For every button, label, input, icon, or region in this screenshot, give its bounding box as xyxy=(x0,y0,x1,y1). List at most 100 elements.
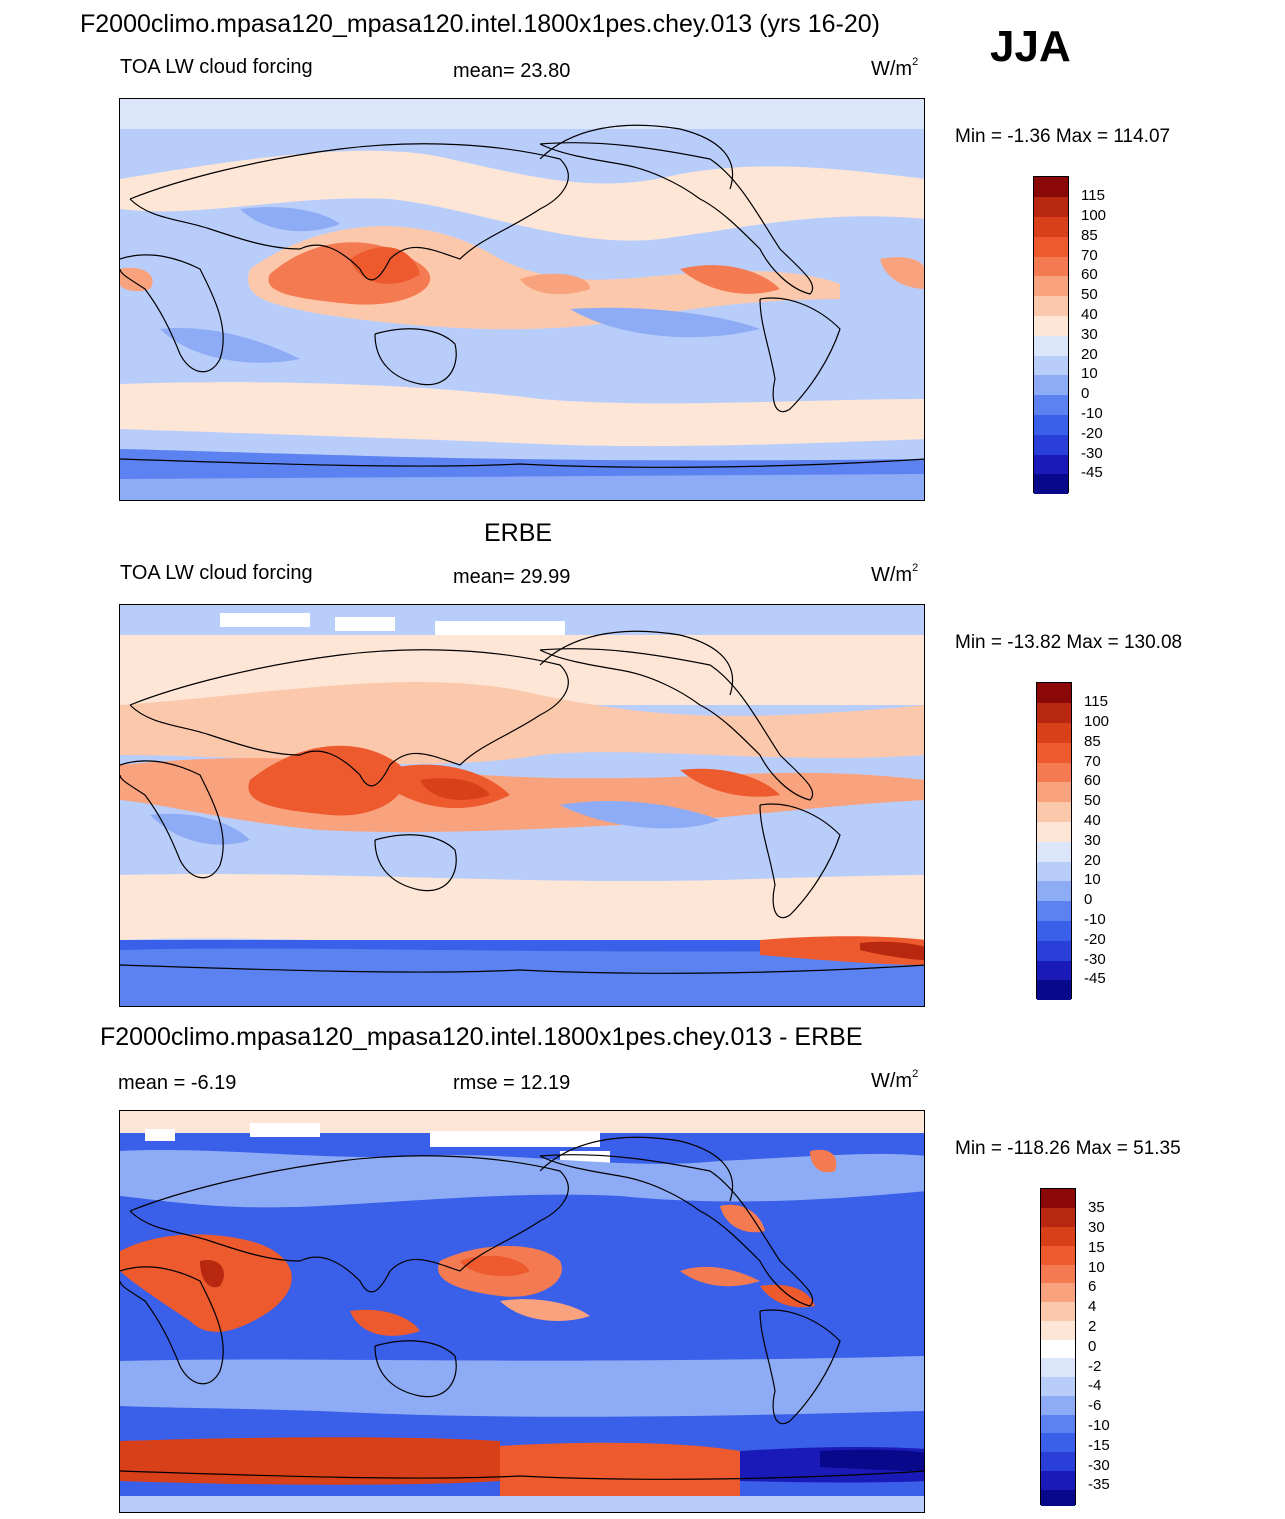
panel1-colorbar xyxy=(1033,176,1069,494)
panel3-colorbar-label: 6 xyxy=(1088,1278,1097,1295)
panel1-colorbar-label: -30 xyxy=(1081,445,1103,462)
panel3-colorbar-box xyxy=(1041,1415,1075,1433)
panel1-colorbar-box xyxy=(1034,296,1068,316)
panel1-colorbar-box xyxy=(1034,257,1068,276)
panel3-colorbar-label: -15 xyxy=(1088,1437,1110,1454)
panel3-map xyxy=(119,1110,925,1513)
panel1-colorbar-label: 40 xyxy=(1081,306,1098,323)
panel3-colorbar-box xyxy=(1041,1227,1075,1246)
panel2-colorbar-box xyxy=(1037,723,1071,743)
panel3-colorbar-box xyxy=(1041,1283,1075,1302)
panel3-colorbar xyxy=(1040,1188,1076,1506)
panel1-variable: TOA LW cloud forcing xyxy=(120,56,313,78)
panel2-title: ERBE xyxy=(484,519,553,547)
panel2-colorbar-label: -30 xyxy=(1084,951,1106,968)
panel1-colorbar-box xyxy=(1034,474,1068,494)
panel1-colorbar-label: 30 xyxy=(1081,326,1098,343)
panel2-colorbar-box xyxy=(1037,921,1071,941)
panel1-colorbar-label: -10 xyxy=(1081,405,1103,422)
panel2-colorbar-label: 40 xyxy=(1084,812,1101,829)
panel2-minmax: Min = -13.82 Max = 130.08 xyxy=(955,632,1183,653)
panel1-colorbar-box xyxy=(1034,276,1068,296)
panel1-colorbar-label: 100 xyxy=(1081,207,1107,224)
panel3-colorbar-box xyxy=(1041,1358,1075,1377)
panel2-colorbar-box xyxy=(1037,683,1071,703)
panel2-colorbar-box xyxy=(1037,980,1071,1000)
panel2-variable: TOA LW cloud forcing xyxy=(120,562,313,584)
panel1-minmax: Min = -1.36 Max = 114.07 xyxy=(955,126,1171,147)
panel1-map-field xyxy=(120,99,924,500)
panel3-colorbar-label: 2 xyxy=(1088,1318,1097,1335)
panel3-mean: mean = -6.19 xyxy=(118,1072,237,1094)
panel3-colorbar-label: -10 xyxy=(1088,1417,1110,1434)
panel1-map xyxy=(119,98,925,501)
panel2-colorbar-box xyxy=(1037,862,1071,881)
panel3-rmse: rmse = 12.19 xyxy=(453,1072,571,1094)
panel2-colorbar-label: -10 xyxy=(1084,911,1106,928)
panel3-title: F2000climo.mpasa120_mpasa120.intel.1800x… xyxy=(100,1023,863,1051)
panel1-mean: mean= 23.80 xyxy=(453,60,571,82)
panel2-colorbar-label: -20 xyxy=(1084,931,1106,948)
panel3-colorbar-box xyxy=(1041,1302,1075,1321)
panel1-colorbar-box xyxy=(1034,237,1068,257)
panel3-colorbar-box xyxy=(1041,1321,1075,1340)
panel2-mean: mean= 29.99 xyxy=(453,566,571,588)
panel2-map xyxy=(119,604,925,1007)
panel2-colorbar-box xyxy=(1037,703,1071,723)
panel2-colorbar-box xyxy=(1037,763,1071,782)
panel2-colorbar-label: 50 xyxy=(1084,792,1101,809)
panel1-colorbar-box xyxy=(1034,336,1068,356)
panel2-colorbar-box xyxy=(1037,901,1071,921)
panel2-colorbar-box xyxy=(1037,842,1071,862)
panel3-colorbar-label: 10 xyxy=(1088,1259,1105,1276)
panel3-colorbar-label: 4 xyxy=(1088,1298,1097,1315)
panel3-colorbar-box xyxy=(1041,1452,1075,1471)
panel2-colorbar-box xyxy=(1037,881,1071,901)
panel2-colorbar-label: 115 xyxy=(1084,693,1108,710)
panel1-units: W/m2 xyxy=(871,56,919,80)
panel3-colorbar-label: -35 xyxy=(1088,1476,1110,1493)
panel3-colorbar-box xyxy=(1041,1433,1075,1452)
panel2-colorbar-label: 70 xyxy=(1084,753,1101,770)
panel2-colorbar-label: 60 xyxy=(1084,772,1101,789)
panel2-colorbar-box xyxy=(1037,961,1071,980)
panel1-colorbar-label: 70 xyxy=(1081,247,1098,264)
panel1-colorbar-box xyxy=(1034,435,1068,455)
panel2-colorbar xyxy=(1036,682,1072,1000)
panel1-colorbar-box xyxy=(1034,217,1068,237)
panel2-map-field xyxy=(120,605,924,1006)
panel3-colorbar-label: -30 xyxy=(1088,1457,1110,1474)
panel1-colorbar-box xyxy=(1034,375,1068,395)
panel3-colorbar-label: 35 xyxy=(1088,1199,1105,1216)
panel3-units: W/m2 xyxy=(871,1068,919,1092)
panel3-colorbar-box xyxy=(1041,1377,1075,1396)
panel2-colorbar-label: 85 xyxy=(1084,733,1101,750)
panel1-colorbar-box xyxy=(1034,356,1068,375)
panel1-colorbar-box xyxy=(1034,455,1068,474)
panel3-colorbar-label: -6 xyxy=(1088,1397,1102,1414)
panel3-colorbar-label: 30 xyxy=(1088,1219,1105,1236)
panel3-colorbar-box xyxy=(1041,1471,1075,1490)
panel2-colorbar-box xyxy=(1037,743,1071,763)
panel1-colorbar-box xyxy=(1034,316,1068,336)
panel2-units: W/m2 xyxy=(871,562,919,586)
panel3-colorbar-label: 0 xyxy=(1088,1338,1097,1355)
panel3-colorbar-box xyxy=(1041,1208,1075,1227)
panel1-colorbar-box xyxy=(1034,395,1068,415)
panel1-colorbar-box xyxy=(1034,415,1068,435)
panel2-colorbar-label: -45 xyxy=(1084,970,1106,987)
panel1-colorbar-label: 50 xyxy=(1081,286,1098,303)
panel3-colorbar-box xyxy=(1041,1340,1075,1358)
panel2-colorbar-box xyxy=(1037,782,1071,802)
panel3-colorbar-box xyxy=(1041,1246,1075,1265)
panel3-colorbar-label: 15 xyxy=(1088,1239,1105,1256)
panel2-colorbar-label: 0 xyxy=(1084,891,1093,908)
panel1-colorbar-box xyxy=(1034,197,1068,217)
panel3-map-field xyxy=(120,1111,924,1512)
panel2-colorbar-label: 30 xyxy=(1084,832,1101,849)
panel1-colorbar-box xyxy=(1034,177,1068,197)
panel1-colorbar-label: 10 xyxy=(1081,365,1098,382)
panel1-colorbar-label: 0 xyxy=(1081,385,1090,402)
panel2-colorbar-label: 10 xyxy=(1084,871,1101,888)
panel1-colorbar-label: -20 xyxy=(1081,425,1103,442)
